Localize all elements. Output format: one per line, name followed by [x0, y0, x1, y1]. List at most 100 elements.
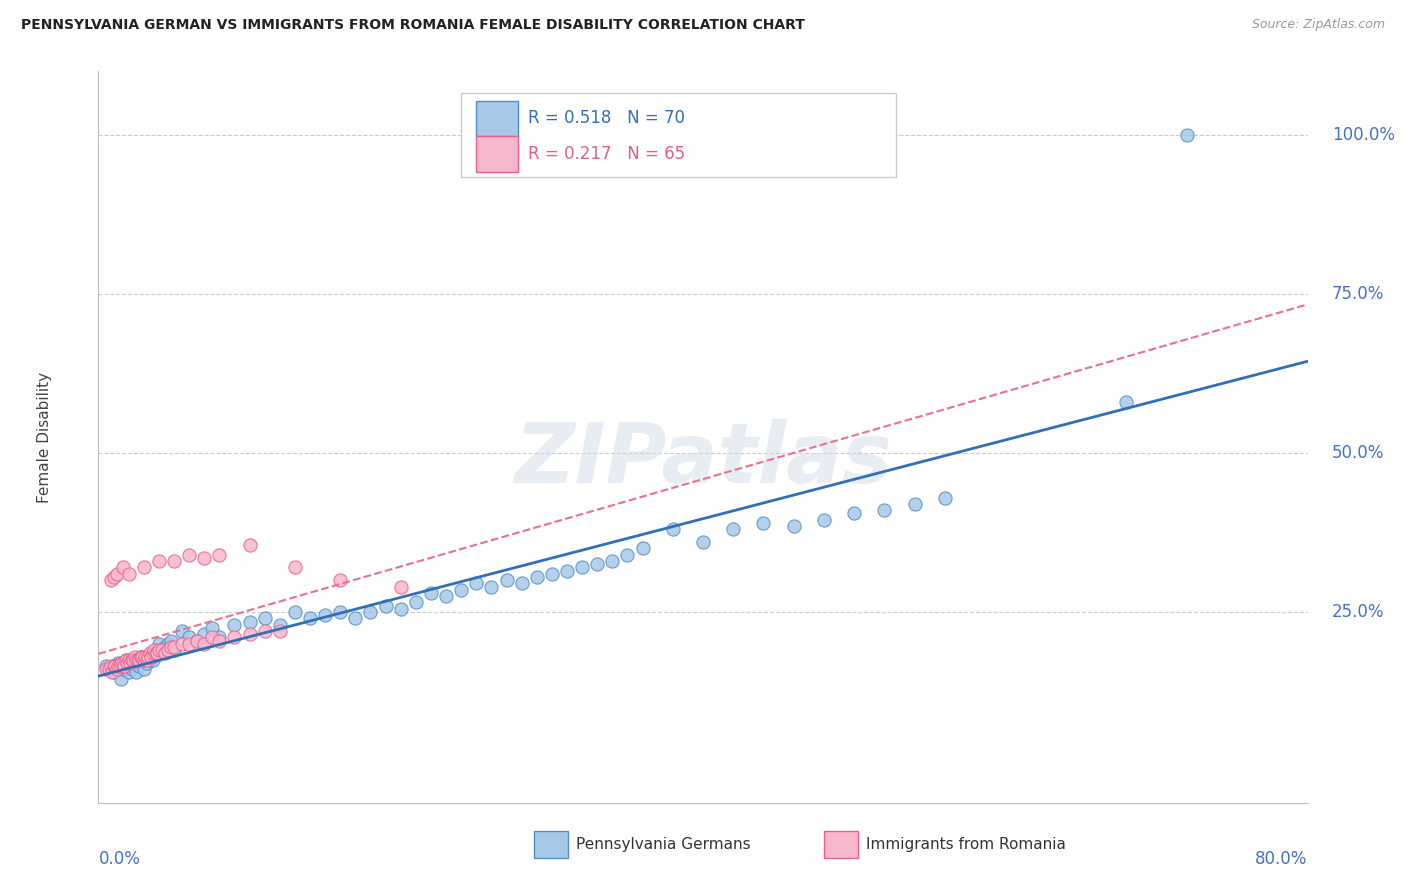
Point	[125, 665, 148, 680]
Point	[143, 643, 166, 657]
Point	[141, 649, 163, 664]
Point	[813, 513, 835, 527]
Point	[253, 611, 276, 625]
Text: Source: ZipAtlas.com: Source: ZipAtlas.com	[1251, 18, 1385, 31]
Point	[631, 541, 654, 556]
FancyBboxPatch shape	[475, 101, 517, 136]
Point	[121, 662, 143, 676]
Point	[389, 602, 412, 616]
Point	[131, 649, 153, 664]
Point	[120, 659, 142, 673]
Point	[1115, 395, 1137, 409]
Point	[135, 656, 157, 670]
Point	[160, 640, 183, 654]
Point	[112, 659, 135, 673]
Point	[602, 554, 624, 568]
Point	[526, 570, 548, 584]
Point	[329, 573, 352, 587]
Text: 100.0%: 100.0%	[1331, 126, 1395, 144]
Point	[145, 646, 167, 660]
Point	[160, 633, 183, 648]
Point	[156, 643, 179, 657]
Text: Immigrants from Romania: Immigrants from Romania	[866, 837, 1066, 852]
FancyBboxPatch shape	[461, 94, 897, 178]
Point	[177, 631, 201, 645]
Point	[148, 554, 170, 568]
Text: 80.0%: 80.0%	[1256, 850, 1308, 868]
Point	[124, 649, 146, 664]
Point	[153, 640, 176, 654]
Point	[284, 605, 307, 619]
Point	[284, 560, 307, 574]
Point	[142, 646, 165, 660]
Point	[100, 573, 122, 587]
Point	[148, 637, 170, 651]
Point	[139, 653, 162, 667]
Point	[127, 653, 149, 667]
Point	[481, 580, 503, 594]
Point	[139, 646, 162, 660]
Point	[103, 659, 125, 673]
Point	[114, 653, 136, 667]
Point	[121, 653, 143, 667]
Point	[114, 653, 136, 667]
Point	[108, 659, 131, 673]
Point	[752, 516, 775, 530]
Point	[434, 589, 457, 603]
Point	[692, 535, 714, 549]
Text: Pennsylvania Germans: Pennsylvania Germans	[576, 837, 751, 852]
Point	[201, 621, 224, 635]
Point	[153, 646, 176, 660]
Point	[782, 519, 804, 533]
Point	[239, 627, 262, 641]
Point	[419, 586, 441, 600]
Point	[150, 643, 173, 657]
Point	[145, 646, 167, 660]
Point	[177, 637, 201, 651]
Point	[193, 637, 215, 651]
Point	[129, 649, 152, 664]
Text: Female Disability: Female Disability	[37, 371, 52, 503]
Point	[163, 643, 186, 657]
Point	[193, 550, 215, 565]
Point	[101, 665, 124, 680]
Point	[360, 605, 382, 619]
Point	[156, 637, 179, 651]
Point	[186, 633, 208, 648]
Point	[374, 599, 396, 613]
Point	[132, 662, 155, 676]
Point	[239, 538, 262, 552]
Text: 25.0%: 25.0%	[1331, 603, 1385, 621]
Point	[132, 560, 155, 574]
Point	[122, 653, 145, 667]
Point	[118, 653, 141, 667]
Point	[269, 617, 291, 632]
Point	[510, 576, 533, 591]
Point	[934, 491, 956, 505]
Point	[110, 656, 132, 670]
Point	[269, 624, 291, 638]
Point	[495, 573, 517, 587]
Point	[148, 643, 170, 657]
Point	[163, 554, 186, 568]
Point	[540, 566, 562, 581]
Point	[571, 560, 593, 574]
Point	[389, 580, 412, 594]
Point	[129, 649, 152, 664]
Point	[125, 653, 148, 667]
Point	[115, 656, 138, 670]
Point	[134, 649, 156, 664]
Point	[103, 665, 125, 680]
Point	[128, 653, 150, 667]
Point	[170, 637, 193, 651]
Point	[253, 624, 276, 638]
Point	[94, 659, 117, 673]
Text: ZIPatlas: ZIPatlas	[515, 418, 891, 500]
Point	[177, 548, 201, 562]
Point	[721, 522, 744, 536]
Point	[405, 595, 427, 609]
Point	[224, 617, 246, 632]
Point	[586, 558, 609, 572]
Point	[122, 656, 145, 670]
Point	[111, 656, 134, 670]
